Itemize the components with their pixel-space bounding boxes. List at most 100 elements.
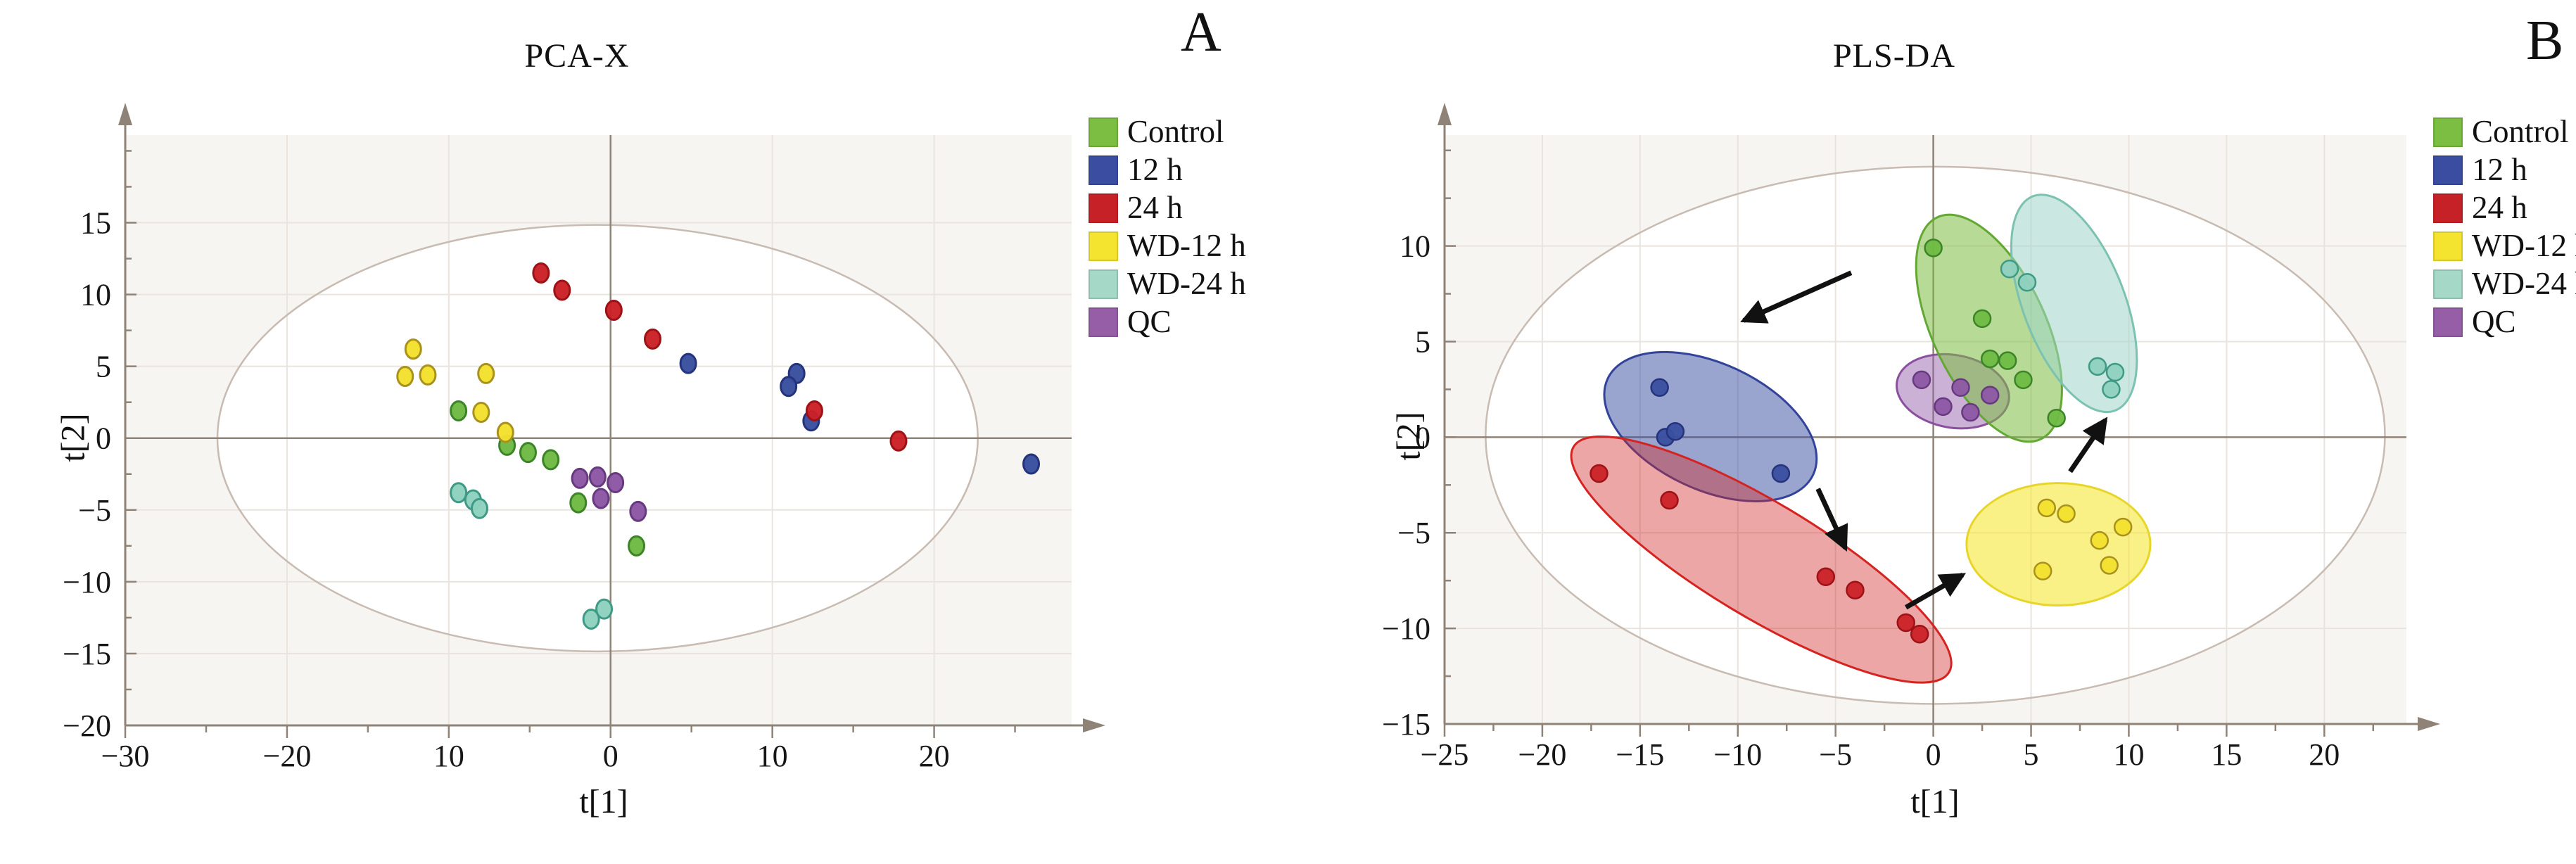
legend-swatch-h24 <box>1089 193 1118 223</box>
y-tick-label-a: −10 <box>63 565 111 599</box>
x-tick-label-b: 10 <box>2113 737 2144 772</box>
legend-swatch-h24 <box>2433 193 2463 223</box>
data-point-qc-a <box>629 500 647 522</box>
x-tick-label-b: 5 <box>2024 737 2039 772</box>
data-point-h12-a <box>679 352 697 374</box>
y-tick-label-a: 15 <box>80 206 111 241</box>
x-tick-label-a: −20 <box>263 739 312 773</box>
x-tick-label-a: 20 <box>919 739 950 773</box>
legend-item-control: Control <box>2433 116 2576 148</box>
data-point-h12-b <box>1665 421 1685 441</box>
x-tick-label-a: −30 <box>101 739 150 773</box>
data-point-wd12-a <box>496 421 514 443</box>
panel-b-y-axis-label: t[2] <box>1390 412 1428 461</box>
data-point-h12-b <box>1650 378 1669 397</box>
trend-arrow-3-b <box>1904 572 1967 610</box>
data-point-wd24-b <box>2000 259 2019 279</box>
legend-item-wd12: WD-12 h <box>1089 228 1246 263</box>
panel-b: −25 −20 −15 −10 −5 0 5 10 15 20 10 5 0 −5 −10 −15 <box>1382 103 2440 772</box>
data-point-h12-a <box>1022 453 1041 475</box>
legend-swatch-control <box>2433 117 2463 147</box>
legend-item-wd24: WD-24 h <box>2433 268 2576 300</box>
legend-label-h12: 12 h <box>1127 152 1183 187</box>
y-tick-label-b: −15 <box>1382 707 1430 742</box>
y-tick-label-a: −5 <box>78 493 111 528</box>
data-point-qc-b <box>1934 397 1953 417</box>
panel-a-corner-letter: A <box>1181 1 1222 63</box>
data-point-wd24-b <box>2017 273 2037 292</box>
data-point-qc-b <box>1912 370 1931 390</box>
data-point-qc-b <box>1980 386 2000 405</box>
legend-label-wd24: WD-24 h <box>1127 266 1246 301</box>
data-point-h12-b <box>1771 464 1791 483</box>
data-point-wd24-b <box>2088 357 2107 376</box>
data-point-wd12-a <box>404 338 422 360</box>
panel-a-x-axis-label: t[1] <box>579 783 628 820</box>
panel-a-legend: Control 12 h 24 h WD-12 h WD-24 h QC <box>1089 116 1246 345</box>
legend-item-qc: QC <box>1089 304 1246 339</box>
data-point-wd24-a <box>582 608 600 630</box>
data-point-qc-b <box>1961 402 1980 422</box>
y-tick-label-a: 10 <box>80 278 111 312</box>
data-point-wd12-b <box>2057 504 2076 523</box>
data-point-wd12-a <box>472 401 490 423</box>
data-point-h24-a <box>604 300 623 322</box>
legend-item-h24: 24 h <box>1089 192 1246 224</box>
data-point-h24-b <box>1816 567 1836 586</box>
legend-label-wd12: WD-12 h <box>1127 228 1246 263</box>
panel-b-x-axis-label: t[1] <box>1910 783 1960 820</box>
x-tick-label-a: 10 <box>757 739 788 773</box>
data-point-qc-b <box>1951 378 1970 397</box>
data-point-wd12-a <box>477 362 495 384</box>
data-point-h24-a <box>644 328 662 350</box>
data-point-qc-a <box>607 472 625 494</box>
x-axis-arrowhead-b <box>2418 717 2440 731</box>
legend-item-h12: 12 h <box>1089 152 1246 187</box>
data-point-wd12-b <box>2033 561 2052 580</box>
data-point-wd12-a <box>419 364 437 386</box>
data-point-wd12-b <box>2090 531 2109 550</box>
x-tick-label-b: −15 <box>1616 737 1664 772</box>
legend-swatch-wd24 <box>2433 269 2463 299</box>
group-ellipse-wd24-b <box>2010 193 2138 414</box>
trend-arrow-4-b <box>2068 417 2108 474</box>
data-point-control-b <box>1998 351 2017 370</box>
data-point-wd24-a <box>471 497 489 519</box>
legend-label-qc: QC <box>1127 304 1172 339</box>
legend-swatch-control <box>1089 117 1118 147</box>
legend-swatch-qc <box>2433 307 2463 337</box>
data-point-h12-a <box>780 376 798 398</box>
legend-item-h24: 24 h <box>2433 192 2576 224</box>
y-tick-label-a: 5 <box>96 350 111 384</box>
x-tick-label-b: 20 <box>2309 737 2340 772</box>
data-point-wd12-a <box>396 365 414 387</box>
y-tick-label-b: 10 <box>1400 229 1430 264</box>
x-tick-label-b: −20 <box>1518 737 1567 772</box>
data-point-wd24-b <box>2102 380 2121 399</box>
legend-swatch-wd24 <box>1089 269 1118 299</box>
data-point-h24-a <box>889 430 908 452</box>
hotelling-ellipse-fill-b <box>1485 166 2385 704</box>
y-tick-label-b: 0 <box>1415 420 1430 455</box>
data-point-control-b <box>2047 408 2066 428</box>
data-point-qc-a <box>571 467 589 489</box>
y-tick-label-b: −5 <box>1397 516 1430 550</box>
data-point-wd24-a <box>595 598 614 620</box>
panel-a-title: PCA-X <box>524 37 630 75</box>
legend-swatch-h12 <box>2433 155 2463 185</box>
y-axis-arrowhead-b <box>1438 103 1452 125</box>
legend-label-qc: QC <box>2472 304 2516 339</box>
trend-arrow-1-b <box>1740 270 1853 324</box>
data-point-h24-a <box>805 400 823 421</box>
data-point-h24-b <box>1910 625 1929 644</box>
group-ellipse-wd12-b <box>1965 482 2152 607</box>
data-point-qc-a <box>588 466 607 488</box>
legend-label-h12: 12 h <box>2472 152 2527 187</box>
panel-b-title: PLS-DA <box>1832 37 1956 75</box>
y-axis-arrowhead-a <box>118 103 132 125</box>
y-tick-label-b: 5 <box>1415 324 1430 359</box>
panel-b-corner-letter: B <box>2526 10 2564 72</box>
